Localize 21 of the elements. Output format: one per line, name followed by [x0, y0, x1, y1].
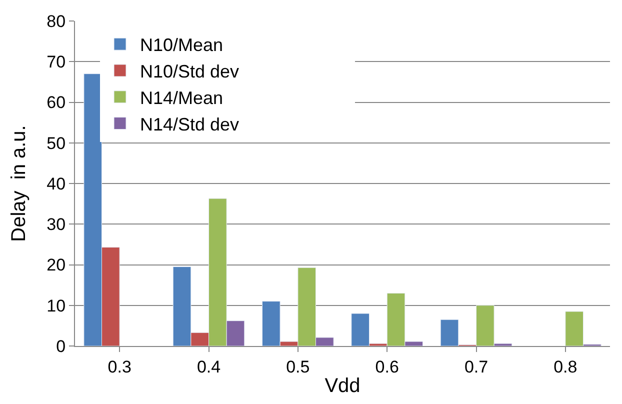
y-tick-label: 20 — [46, 256, 66, 275]
x-tick-label: 0.6 — [375, 357, 399, 376]
x-tick-label: 0.7 — [464, 357, 488, 376]
y-tick-label: 0 — [56, 336, 66, 356]
x-tick-label: 0.4 — [196, 357, 221, 376]
x-axis-title: Vdd — [324, 374, 360, 397]
legend-label: N14/Mean — [140, 88, 224, 108]
legend-label: N10/Std dev — [140, 61, 240, 82]
y-tick-label: 10 — [46, 296, 66, 316]
legend-label: N14/Std dev — [140, 114, 240, 134]
legend-label: N10/Mean — [140, 35, 224, 56]
y-tick-label: 50 — [46, 134, 66, 153]
y-tick-label: 30 — [46, 215, 66, 234]
y-axis-title: Delay in a.u. — [8, 125, 30, 242]
x-tick-label: 0.3 — [108, 357, 132, 376]
y-tick-label: 80 — [46, 12, 66, 31]
y-tick-label: 40 — [46, 174, 66, 194]
y-tick-label: 70 — [46, 52, 66, 72]
y-tick-label: 60 — [46, 93, 66, 112]
x-tick-label: 0.5 — [286, 357, 310, 376]
x-tick-label: 0.8 — [554, 357, 578, 376]
